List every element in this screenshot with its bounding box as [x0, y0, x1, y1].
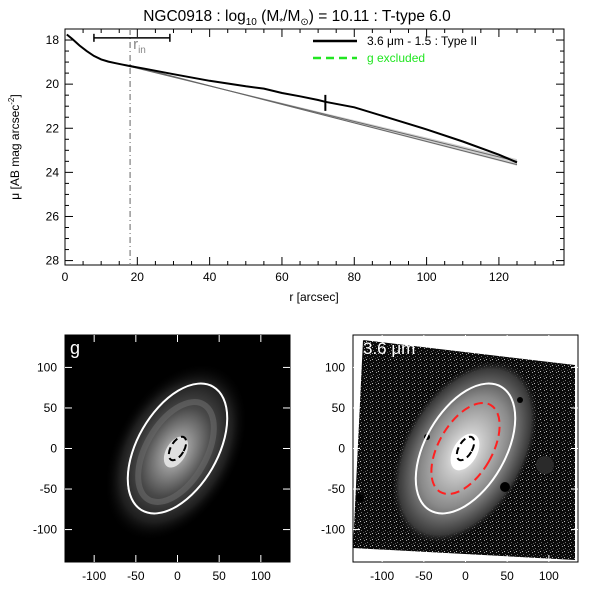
y-tick-label: 26 [46, 209, 60, 223]
image-y-tick-label: 100 [37, 360, 57, 374]
image-y-tick-label: 50 [332, 401, 346, 415]
image-x-tick-label: -50 [415, 569, 433, 583]
y-tick-label: 20 [46, 77, 60, 91]
y-tick-label: 22 [46, 121, 60, 135]
x-tick-label: 100 [417, 270, 437, 284]
ir-axis-ticks: -100 -50 0 50 100 -100 -50 0 50 100 [321, 335, 578, 583]
r-in-label: rin [133, 36, 146, 56]
image-y-tick-label: -100 [33, 523, 57, 537]
legend-label-36um: 3.6 μm - 1.5 : Type II [367, 34, 477, 48]
image-x-tick-label: -50 [127, 569, 145, 583]
y-axis-label: μ [AB mag arcsec-2] [7, 94, 22, 199]
x-tick-label: 40 [203, 270, 217, 284]
ir-image-panel: -100 -50 0 50 100 -100 -50 0 50 100 3.6 μm [321, 334, 579, 583]
image-x-tick-label: 0 [174, 569, 181, 583]
image-x-tick-label: 100 [251, 569, 271, 583]
ir-ellipses [414, 382, 517, 515]
image-x-tick-label: -100 [82, 569, 106, 583]
g-band-image-panel: -100 -50 0 50 100 -100 -50 0 50 100 g [33, 334, 291, 583]
ir-panel-label: 3.6 μm [363, 339, 415, 358]
x-tick-label: 120 [489, 270, 509, 284]
profile-fit-lines [129, 64, 518, 166]
profile-annotations: rin [93, 29, 327, 265]
y-tick-label: 18 [46, 33, 60, 47]
g-spiral-arm [135, 399, 217, 505]
y-tick-label: 24 [46, 165, 60, 179]
profile-axis-ticks: 0 20 40 60 80 100 120 18 20 22 24 26 28 [46, 29, 564, 284]
image-x-tick-label: 0 [462, 569, 469, 583]
ir-masked-star [500, 482, 510, 492]
ir-masked-star [517, 397, 523, 403]
image-y-tick-label: -50 [40, 482, 58, 496]
g-panel-label: g [70, 338, 80, 358]
x-axis-label: r [arcsec] [289, 290, 338, 304]
x-tick-label: 20 [131, 270, 145, 284]
image-x-tick-label: 100 [539, 569, 559, 583]
profile-series [66, 33, 518, 164]
image-y-tick-label: 0 [50, 442, 57, 456]
image-y-tick-label: -100 [321, 523, 345, 537]
image-y-tick-label: 100 [325, 360, 345, 374]
g-axis-ticks: -100 -50 0 50 100 -100 -50 0 50 100 [33, 335, 290, 583]
figure-title: NGC0918 : log10 (M*/M⊙) = 10.11 : T-type… [143, 8, 451, 28]
legend: 3.6 μm - 1.5 : Type II g excluded [313, 34, 477, 65]
image-x-tick-label: 50 [212, 569, 226, 583]
ir-galaxy-core [450, 433, 480, 471]
y-tick-label: 28 [46, 254, 60, 268]
outer-isophote-ellipse [414, 382, 517, 515]
x-tick-label: 0 [62, 270, 69, 284]
break-radius-ellipse [430, 401, 501, 496]
plot-frame [64, 28, 565, 266]
legend-label-g-excluded: g excluded [367, 51, 425, 65]
outer-isophote-ellipse [126, 382, 229, 515]
ir-masked-star [536, 456, 554, 474]
image-y-tick-label: 50 [44, 401, 58, 415]
image-y-tick-label: 0 [338, 442, 345, 456]
surface-brightness-profile: 0 20 40 60 80 100 120 18 20 22 24 26 28 rin r [arcse… [7, 28, 565, 304]
fit-line [129, 64, 518, 166]
image-y-tick-label: -50 [328, 482, 346, 496]
image-x-tick-label: -100 [370, 569, 394, 583]
inner-radius-ellipse [455, 435, 476, 462]
ir-masked-star [356, 494, 364, 502]
x-tick-label: 60 [275, 270, 289, 284]
profile-line-36um [66, 33, 518, 164]
image-x-tick-label: 50 [500, 569, 514, 583]
x-tick-label: 80 [348, 270, 362, 284]
